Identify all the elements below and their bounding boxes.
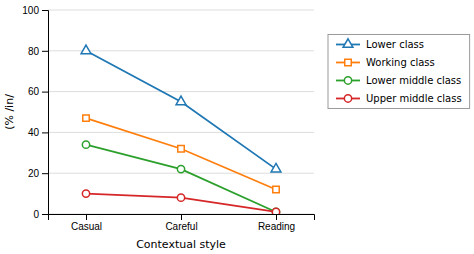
series: [81, 45, 281, 172]
legend-label: Upper middle class: [366, 93, 462, 104]
y-tick-mark: [42, 214, 48, 215]
y-tick: 40: [28, 127, 48, 138]
x-tick-label: Reading: [258, 221, 295, 232]
x-tick-mark: [276, 214, 277, 220]
point: [272, 208, 279, 214]
x-axis: Casual Careful Reading: [49, 214, 315, 232]
x-axis-line: [49, 215, 315, 221]
point: [177, 194, 184, 201]
chart: 0 20 40 60 80 100 Casual Careful Reading Contextu…: [0, 0, 474, 254]
x-tick-label: Casual: [71, 221, 102, 232]
series-line: [86, 145, 276, 212]
x-tick-label: Careful: [165, 221, 197, 232]
y-tick-label: 40: [28, 127, 40, 138]
grid-line: [48, 10, 314, 11]
y-tick-mark: [42, 92, 48, 93]
point: [272, 208, 279, 214]
point: [83, 115, 89, 121]
legend-label: Working class: [366, 57, 435, 68]
x-tick-mark: [86, 214, 87, 220]
x-tick: Reading: [258, 214, 295, 232]
grid-line: [48, 132, 314, 133]
y-tick-mark: [42, 173, 48, 174]
legend-label: Lower class: [366, 39, 424, 50]
y-tick: 100: [22, 5, 48, 16]
legend-item: Upper middle class: [336, 93, 462, 104]
legend: Lower class Working class Lower middle cla…: [328, 34, 470, 108]
legend-marker: [344, 77, 351, 84]
x-tick-mark: [181, 214, 182, 220]
grid-line: [48, 91, 314, 92]
point: [178, 145, 184, 151]
y-tick: 0: [33, 209, 48, 220]
y-tick-label: 20: [28, 168, 40, 179]
y-tick: 60: [28, 86, 48, 97]
x-axis-title: Contextual style: [136, 238, 226, 251]
x-tick: Careful: [165, 214, 197, 232]
point: [81, 45, 91, 54]
legend-label: Lower middle class: [366, 75, 461, 86]
point: [271, 163, 281, 172]
point: [82, 141, 89, 148]
y-axis-line: [42, 11, 49, 215]
y-tick-label: 100: [22, 5, 39, 16]
series: [83, 115, 279, 193]
y-tick-mark: [42, 51, 48, 52]
grid: [48, 10, 314, 214]
legend-item: Lower class: [336, 39, 424, 50]
series: [82, 141, 279, 214]
point: [82, 190, 89, 197]
plot: 0 20 40 60 80 100 Casual Careful Reading: [22, 5, 314, 232]
series: [82, 190, 279, 214]
series-line: [86, 194, 276, 212]
point: [273, 186, 279, 192]
legend-marker: [344, 95, 351, 102]
y-axis-title: (% /in/: [3, 94, 16, 130]
legend-marker: [343, 39, 353, 48]
legend-frame: [328, 34, 470, 108]
marks: [81, 45, 281, 214]
point: [177, 165, 184, 172]
y-tick: 80: [28, 46, 48, 57]
y-tick: 20: [28, 168, 48, 179]
y-tick-label: 0: [33, 209, 39, 220]
point: [176, 96, 186, 105]
y-tick-mark: [42, 10, 48, 11]
y-tick-label: 60: [28, 86, 40, 97]
y-tick-mark: [42, 132, 48, 133]
y-tick-label: 80: [28, 46, 40, 57]
legend-marker: [345, 59, 351, 65]
legend-item: Lower middle class: [336, 75, 461, 86]
y-axis: 0 20 40 60 80 100: [22, 5, 48, 220]
x-tick: Casual: [71, 214, 102, 232]
series-line: [86, 118, 276, 189]
legend-item: Working class: [336, 57, 435, 68]
